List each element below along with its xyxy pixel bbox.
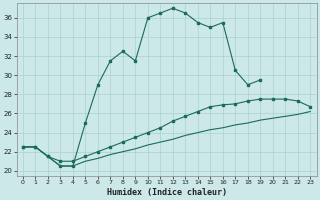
X-axis label: Humidex (Indice chaleur): Humidex (Indice chaleur) [107,188,227,197]
